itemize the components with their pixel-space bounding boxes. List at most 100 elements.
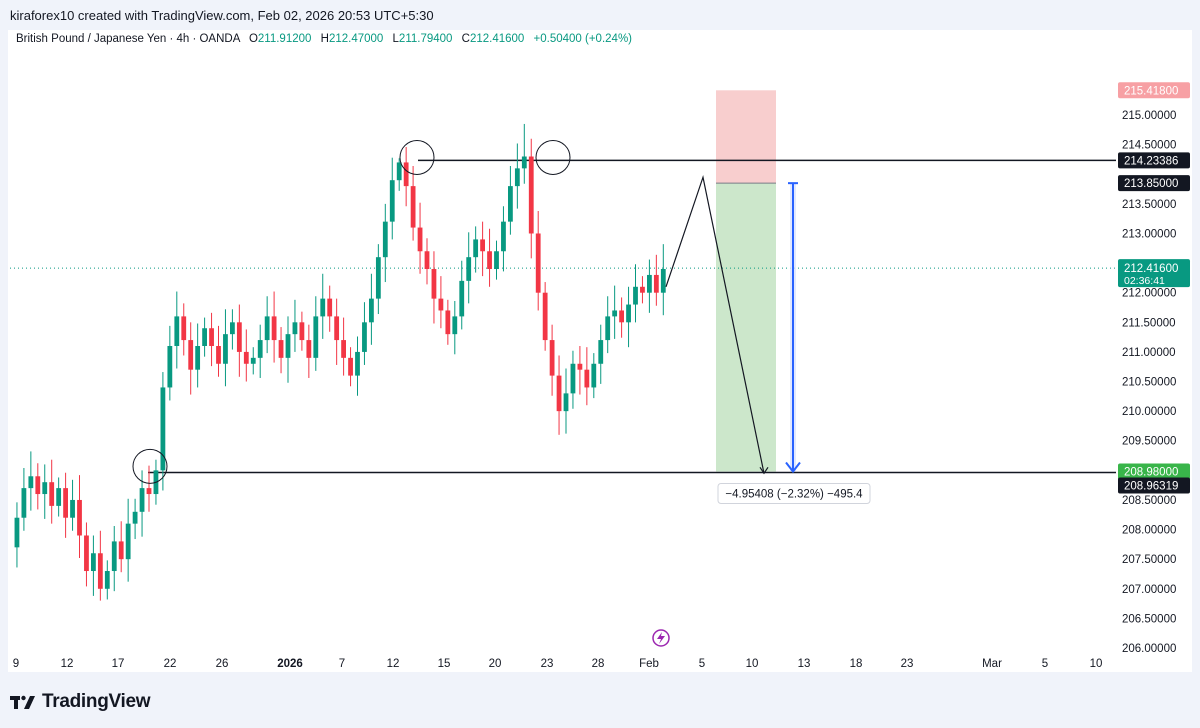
credit-text: kiraforex10 created with TradingView.com… bbox=[10, 8, 434, 23]
open-value: 211.91200 bbox=[257, 33, 312, 45]
symbol-name[interactable]: British Pound / Japanese Yen · 4h · OAND… bbox=[16, 33, 240, 45]
brand-name: TradingView bbox=[42, 691, 151, 712]
measure-label-text: −4.95408 (−2.32%) −495.4 bbox=[725, 489, 863, 501]
candle-body bbox=[125, 523, 131, 560]
candle-body bbox=[320, 298, 326, 317]
candle-body bbox=[466, 257, 472, 281]
y-tick-label: 210.50000 bbox=[1122, 377, 1176, 389]
x-tick-label: 10 bbox=[746, 658, 759, 670]
x-tick-label: 17 bbox=[112, 658, 125, 670]
candle-body bbox=[653, 274, 659, 293]
low-label: L bbox=[392, 33, 399, 45]
candle-body bbox=[598, 340, 604, 364]
low-value: 211.79400 bbox=[398, 33, 453, 45]
candle-body bbox=[431, 269, 437, 299]
candle-body bbox=[591, 363, 597, 388]
candle-body bbox=[49, 482, 55, 506]
candle-body bbox=[570, 363, 576, 394]
take-profit-zone bbox=[716, 183, 776, 472]
projected-path bbox=[665, 174, 765, 474]
x-tick-label: 18 bbox=[850, 658, 863, 670]
peak-circle bbox=[132, 448, 168, 484]
candle-body bbox=[91, 553, 96, 572]
peak-circle bbox=[399, 139, 435, 175]
x-tick-label: 12 bbox=[387, 658, 400, 670]
candle-body bbox=[35, 476, 41, 495]
y-tick-label: 213.50000 bbox=[1122, 199, 1176, 211]
candle-body bbox=[202, 328, 207, 346]
x-tick-label: 5 bbox=[699, 658, 705, 670]
candle-body bbox=[278, 340, 284, 358]
candle-body bbox=[181, 316, 187, 341]
candle-body bbox=[209, 328, 214, 346]
x-tick-label: 15 bbox=[438, 658, 451, 670]
stop-price-tag-text: 215.41800 bbox=[1124, 85, 1178, 97]
x-tick-label: 2026 bbox=[277, 658, 303, 670]
y-tick-label: 206.50000 bbox=[1122, 613, 1176, 625]
x-tick-label: 10 bbox=[1090, 658, 1103, 670]
candle-body bbox=[403, 162, 409, 187]
candle-body bbox=[375, 257, 381, 299]
candle-body bbox=[167, 346, 173, 388]
candle-body bbox=[341, 340, 346, 358]
y-tick-label: 214.50000 bbox=[1122, 140, 1176, 152]
x-tick-label: 9 bbox=[13, 658, 19, 670]
candle-body bbox=[42, 482, 48, 495]
candle-body bbox=[480, 239, 485, 252]
candle-body bbox=[445, 310, 451, 335]
candle-body bbox=[56, 488, 62, 506]
candle-body bbox=[633, 286, 638, 305]
x-tick-label: 22 bbox=[164, 658, 177, 670]
candle-body bbox=[487, 251, 492, 270]
x-tick-label: 13 bbox=[798, 658, 811, 670]
x-tick-label: 23 bbox=[901, 658, 914, 670]
candle-body bbox=[549, 340, 555, 376]
candle-body bbox=[188, 340, 194, 370]
candle-body bbox=[216, 346, 221, 364]
candle-body bbox=[118, 541, 124, 560]
candle-body bbox=[355, 351, 360, 376]
tradingview-logo: TradingView bbox=[10, 690, 151, 714]
y-tick-label: 212.00000 bbox=[1122, 288, 1176, 300]
candle-body bbox=[612, 310, 618, 317]
y-tick-label: 207.00000 bbox=[1122, 584, 1176, 596]
candle-body bbox=[410, 186, 416, 228]
y-tick-label: 210.00000 bbox=[1122, 406, 1176, 418]
y-tick-label: 206.00000 bbox=[1122, 643, 1176, 655]
y-tick-label: 207.50000 bbox=[1122, 554, 1176, 566]
candle-body bbox=[264, 316, 270, 341]
candle-body bbox=[139, 488, 145, 512]
entry-price-tag bbox=[1118, 175, 1190, 192]
candle-body bbox=[501, 221, 506, 252]
candle-body bbox=[223, 334, 228, 364]
target-price-tag-text: 208.98000 bbox=[1124, 467, 1178, 479]
lightning-icon-bolt bbox=[657, 632, 665, 644]
candle-body bbox=[97, 553, 103, 589]
candle-body bbox=[236, 322, 242, 352]
change-value: +0.50400 (+0.24%) bbox=[533, 33, 632, 45]
candle-body bbox=[508, 186, 513, 222]
candle-body bbox=[21, 488, 27, 518]
candle-body bbox=[438, 298, 444, 311]
candle-body bbox=[640, 286, 645, 293]
lightning-icon bbox=[652, 629, 670, 647]
symbol-legend: British Pound / Japanese Yen · 4h · OAND… bbox=[16, 33, 632, 45]
candle-body bbox=[605, 316, 611, 341]
candle-body bbox=[626, 304, 631, 323]
y-tick-label: 209.50000 bbox=[1122, 436, 1176, 448]
x-tick-label: Feb bbox=[639, 658, 659, 670]
x-tick-label: 7 bbox=[339, 658, 345, 670]
candle-body bbox=[452, 316, 458, 335]
candle-body bbox=[111, 541, 117, 572]
countdown-text: 02:36:41 bbox=[1124, 275, 1165, 287]
candle-body bbox=[292, 322, 298, 335]
candle-body bbox=[362, 322, 367, 352]
x-tick-label: 12 bbox=[61, 658, 74, 670]
x-tick-label: 23 bbox=[541, 658, 554, 670]
candle-body bbox=[250, 357, 256, 364]
candle-body bbox=[619, 310, 624, 323]
tradingview-logo-icon bbox=[10, 695, 35, 709]
measure-arrowhead bbox=[785, 461, 801, 474]
candle-body bbox=[84, 535, 89, 572]
